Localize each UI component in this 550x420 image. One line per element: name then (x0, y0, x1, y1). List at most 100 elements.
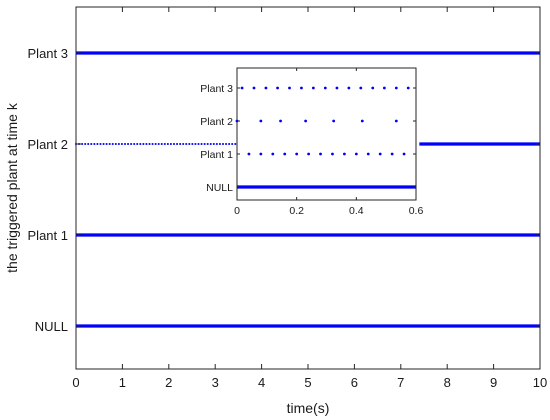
inset-series-plant-1-point (343, 152, 346, 156)
series-plant-2-point (136, 142, 139, 146)
y-tick-label-plant-2: Plant 2 (28, 137, 68, 152)
series-plant-2-point (194, 142, 197, 146)
inset-series-plant-3-point (406, 86, 410, 90)
inset-series-plant-1-point (247, 152, 251, 156)
inset-labels: 0 0.2 0.4 0.6 NULL Plant 1 Plant 2 Plant 3 (200, 83, 423, 217)
inset-series-plant-1-point (307, 152, 310, 156)
series-plant-2-point (145, 142, 148, 146)
series-plant-2-point (234, 142, 237, 146)
series-plant-2-point (203, 142, 206, 146)
inset-series-plant-1-point (354, 152, 358, 156)
series-plant-2-point (169, 142, 172, 146)
series-plant-2-point (197, 142, 200, 146)
inset-plot-area (236, 67, 417, 201)
series-plant-2-point (114, 142, 117, 146)
series-plant-2-point (228, 142, 231, 146)
series-plant-2-point (93, 142, 96, 146)
inset-series-plant-3-point (323, 86, 327, 90)
series-plant-2-point (176, 142, 179, 146)
x-tick-label: 10 (533, 375, 547, 390)
inset-series-plant-3-point (288, 86, 291, 90)
inset-x-tick-label: 0.4 (349, 205, 364, 217)
series-plant-2-point (212, 142, 215, 146)
series-plant-2-point (151, 142, 154, 146)
x-tick-label: 9 (490, 375, 497, 390)
series-plant-2-point (206, 142, 209, 146)
inset-series-plant-1-point (378, 152, 382, 156)
inset-series-plant-1-point (271, 152, 275, 156)
series-plant-2-point (160, 142, 163, 146)
inset-series-plant-3-point (335, 86, 339, 90)
y-axis-label: the triggered plant at time k (4, 102, 20, 273)
x-tick-label: 2 (165, 375, 172, 390)
series-plant-2-point (157, 142, 160, 146)
inset-series-plant-1-point (331, 152, 334, 156)
inset-x-tick-label: 0 (234, 205, 240, 217)
inset-series-plant-1-point (390, 152, 394, 156)
inset-marks (235, 86, 416, 189)
inset-series-plant-3-point (240, 86, 244, 90)
inset-series-plant-1-point (283, 152, 287, 156)
inset-series-plant-3-point (371, 86, 375, 90)
inset-x-tick-label: 0.6 (409, 205, 424, 217)
x-tick-label: 8 (444, 375, 451, 390)
series-plant-2-point (148, 142, 151, 146)
series-plant-2-point (218, 142, 221, 146)
series-plant-2-point (221, 142, 225, 146)
inset-y-tick-label-plant-2: Plant 2 (200, 116, 233, 128)
series-plant-2-point (123, 142, 127, 146)
inset-series-plant-2-point (259, 119, 263, 123)
series-plant-2-point (225, 142, 228, 146)
inset-series-plant-2-point (279, 119, 282, 123)
inset-ticks (236, 68, 417, 200)
inset-series-plant-3-point (311, 86, 315, 90)
inset-series-plant-3-point (347, 86, 351, 90)
inset-series-plant-3-point (300, 86, 303, 90)
inset-x-tick-label: 0.2 (289, 205, 304, 217)
inset-series-plant-3-point (252, 86, 256, 90)
y-tick-label-plant-1: Plant 1 (28, 228, 68, 243)
series-plant-2-point (90, 142, 93, 146)
series-plant-2-point (108, 142, 111, 146)
series-plant-2-point (191, 142, 194, 146)
inset-y-tick-label-null: NULL (206, 182, 233, 194)
series-plant-2-point (130, 142, 133, 146)
series-plant-2-point (81, 142, 84, 146)
series-plant-2-point (96, 142, 99, 146)
series-plant-2-point (154, 142, 157, 146)
series-plant-2-point (87, 142, 90, 146)
series-plant-2-point (215, 142, 218, 146)
series-plant-2-point (111, 142, 114, 146)
series-plant-2-point (105, 142, 108, 146)
series-plant-2-point (127, 142, 130, 146)
series-plant-2-point (117, 142, 120, 146)
series-plant-2-point (133, 142, 136, 146)
series-plant-2-point (200, 142, 203, 146)
inset-series-plant-1-point (366, 152, 370, 156)
series-plant-2-point (99, 142, 102, 146)
inset-series-plant-1-point (319, 152, 322, 156)
series-plant-2-point (179, 142, 182, 146)
main-labels: 0 1 2 3 4 5 6 7 8 9 10 NULL Plant 1 Plant 2 Plant 3 (28, 46, 548, 390)
inset-series-plant-3-point (382, 86, 386, 90)
series-plant-2-point (231, 142, 234, 146)
series-plant-2-point (163, 142, 166, 146)
x-tick-label: 7 (397, 375, 404, 390)
inset-series-plant-3-point (264, 86, 268, 90)
series-plant-2-point (120, 142, 123, 146)
main-marks (74, 51, 540, 328)
inset-series-plant-3-point (394, 86, 398, 90)
series-plant-2-point (142, 142, 145, 146)
series-plant-2-point (102, 142, 105, 146)
inset-series-plant-2-point (304, 119, 308, 123)
x-tick-label: 3 (212, 375, 219, 390)
y-tick-label-null: NULL (35, 319, 68, 334)
inset-y-tick-label-plant-3: Plant 3 (200, 83, 233, 95)
series-plant-2-point (139, 142, 142, 146)
inset-series-plant-1-point (295, 152, 299, 156)
main-ticks (75, 7, 541, 369)
inset-series-plant-3-point (359, 86, 363, 90)
inset-series-plant-2-point (394, 119, 398, 123)
x-tick-label: 1 (119, 375, 126, 390)
